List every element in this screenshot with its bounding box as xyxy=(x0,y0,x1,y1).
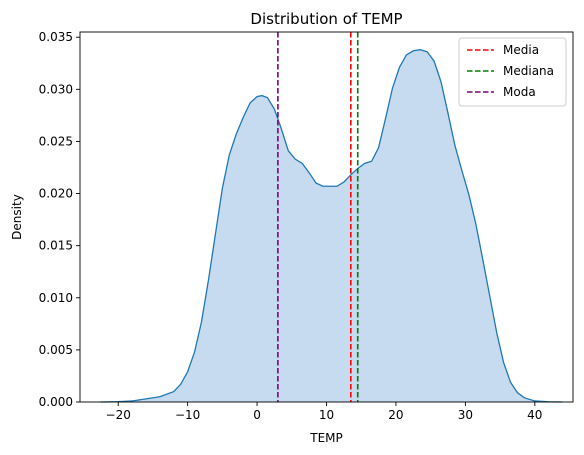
y-tick-label: 0.010 xyxy=(39,291,73,305)
y-tick-label: 0.015 xyxy=(39,239,73,253)
plot-area xyxy=(100,32,563,403)
y-axis-label: Density xyxy=(10,194,24,240)
legend-label-moda: Moda xyxy=(503,85,536,99)
y-tick-label: 0.025 xyxy=(39,134,73,148)
x-tick-label: −20 xyxy=(106,408,131,422)
y-tick-label: 0.005 xyxy=(39,343,73,357)
y-tick-label: 0.020 xyxy=(39,187,73,201)
legend-box xyxy=(458,37,567,107)
x-tick-label: 0 xyxy=(253,408,261,422)
legend-label-mediana: Mediana xyxy=(503,64,554,78)
y-axis-ticks: 0.000 0.005 0.010 0.015 0.020 0.025 0.030 0.035 xyxy=(39,30,80,409)
x-tick-label: 30 xyxy=(458,408,473,422)
legend-label-media: Media xyxy=(503,43,539,57)
x-axis-label: TEMP xyxy=(309,431,343,445)
x-tick-label: −10 xyxy=(175,408,200,422)
vertical-lines xyxy=(277,32,359,402)
x-tick-label: 20 xyxy=(388,408,403,422)
chart-title: Distribution of TEMP xyxy=(250,10,402,28)
x-tick-label: 40 xyxy=(527,408,542,422)
x-tick-label: 10 xyxy=(319,408,334,422)
x-axis-ticks: −20 −10 0 10 20 30 40 xyxy=(106,402,542,422)
legend: Media Mediana Moda xyxy=(458,37,567,107)
kde-line xyxy=(100,49,563,403)
y-tick-label: 0.030 xyxy=(39,82,73,96)
kde-fill-area xyxy=(100,49,563,402)
y-tick-label: 0.035 xyxy=(39,30,73,44)
y-tick-label: 0.000 xyxy=(39,395,73,409)
